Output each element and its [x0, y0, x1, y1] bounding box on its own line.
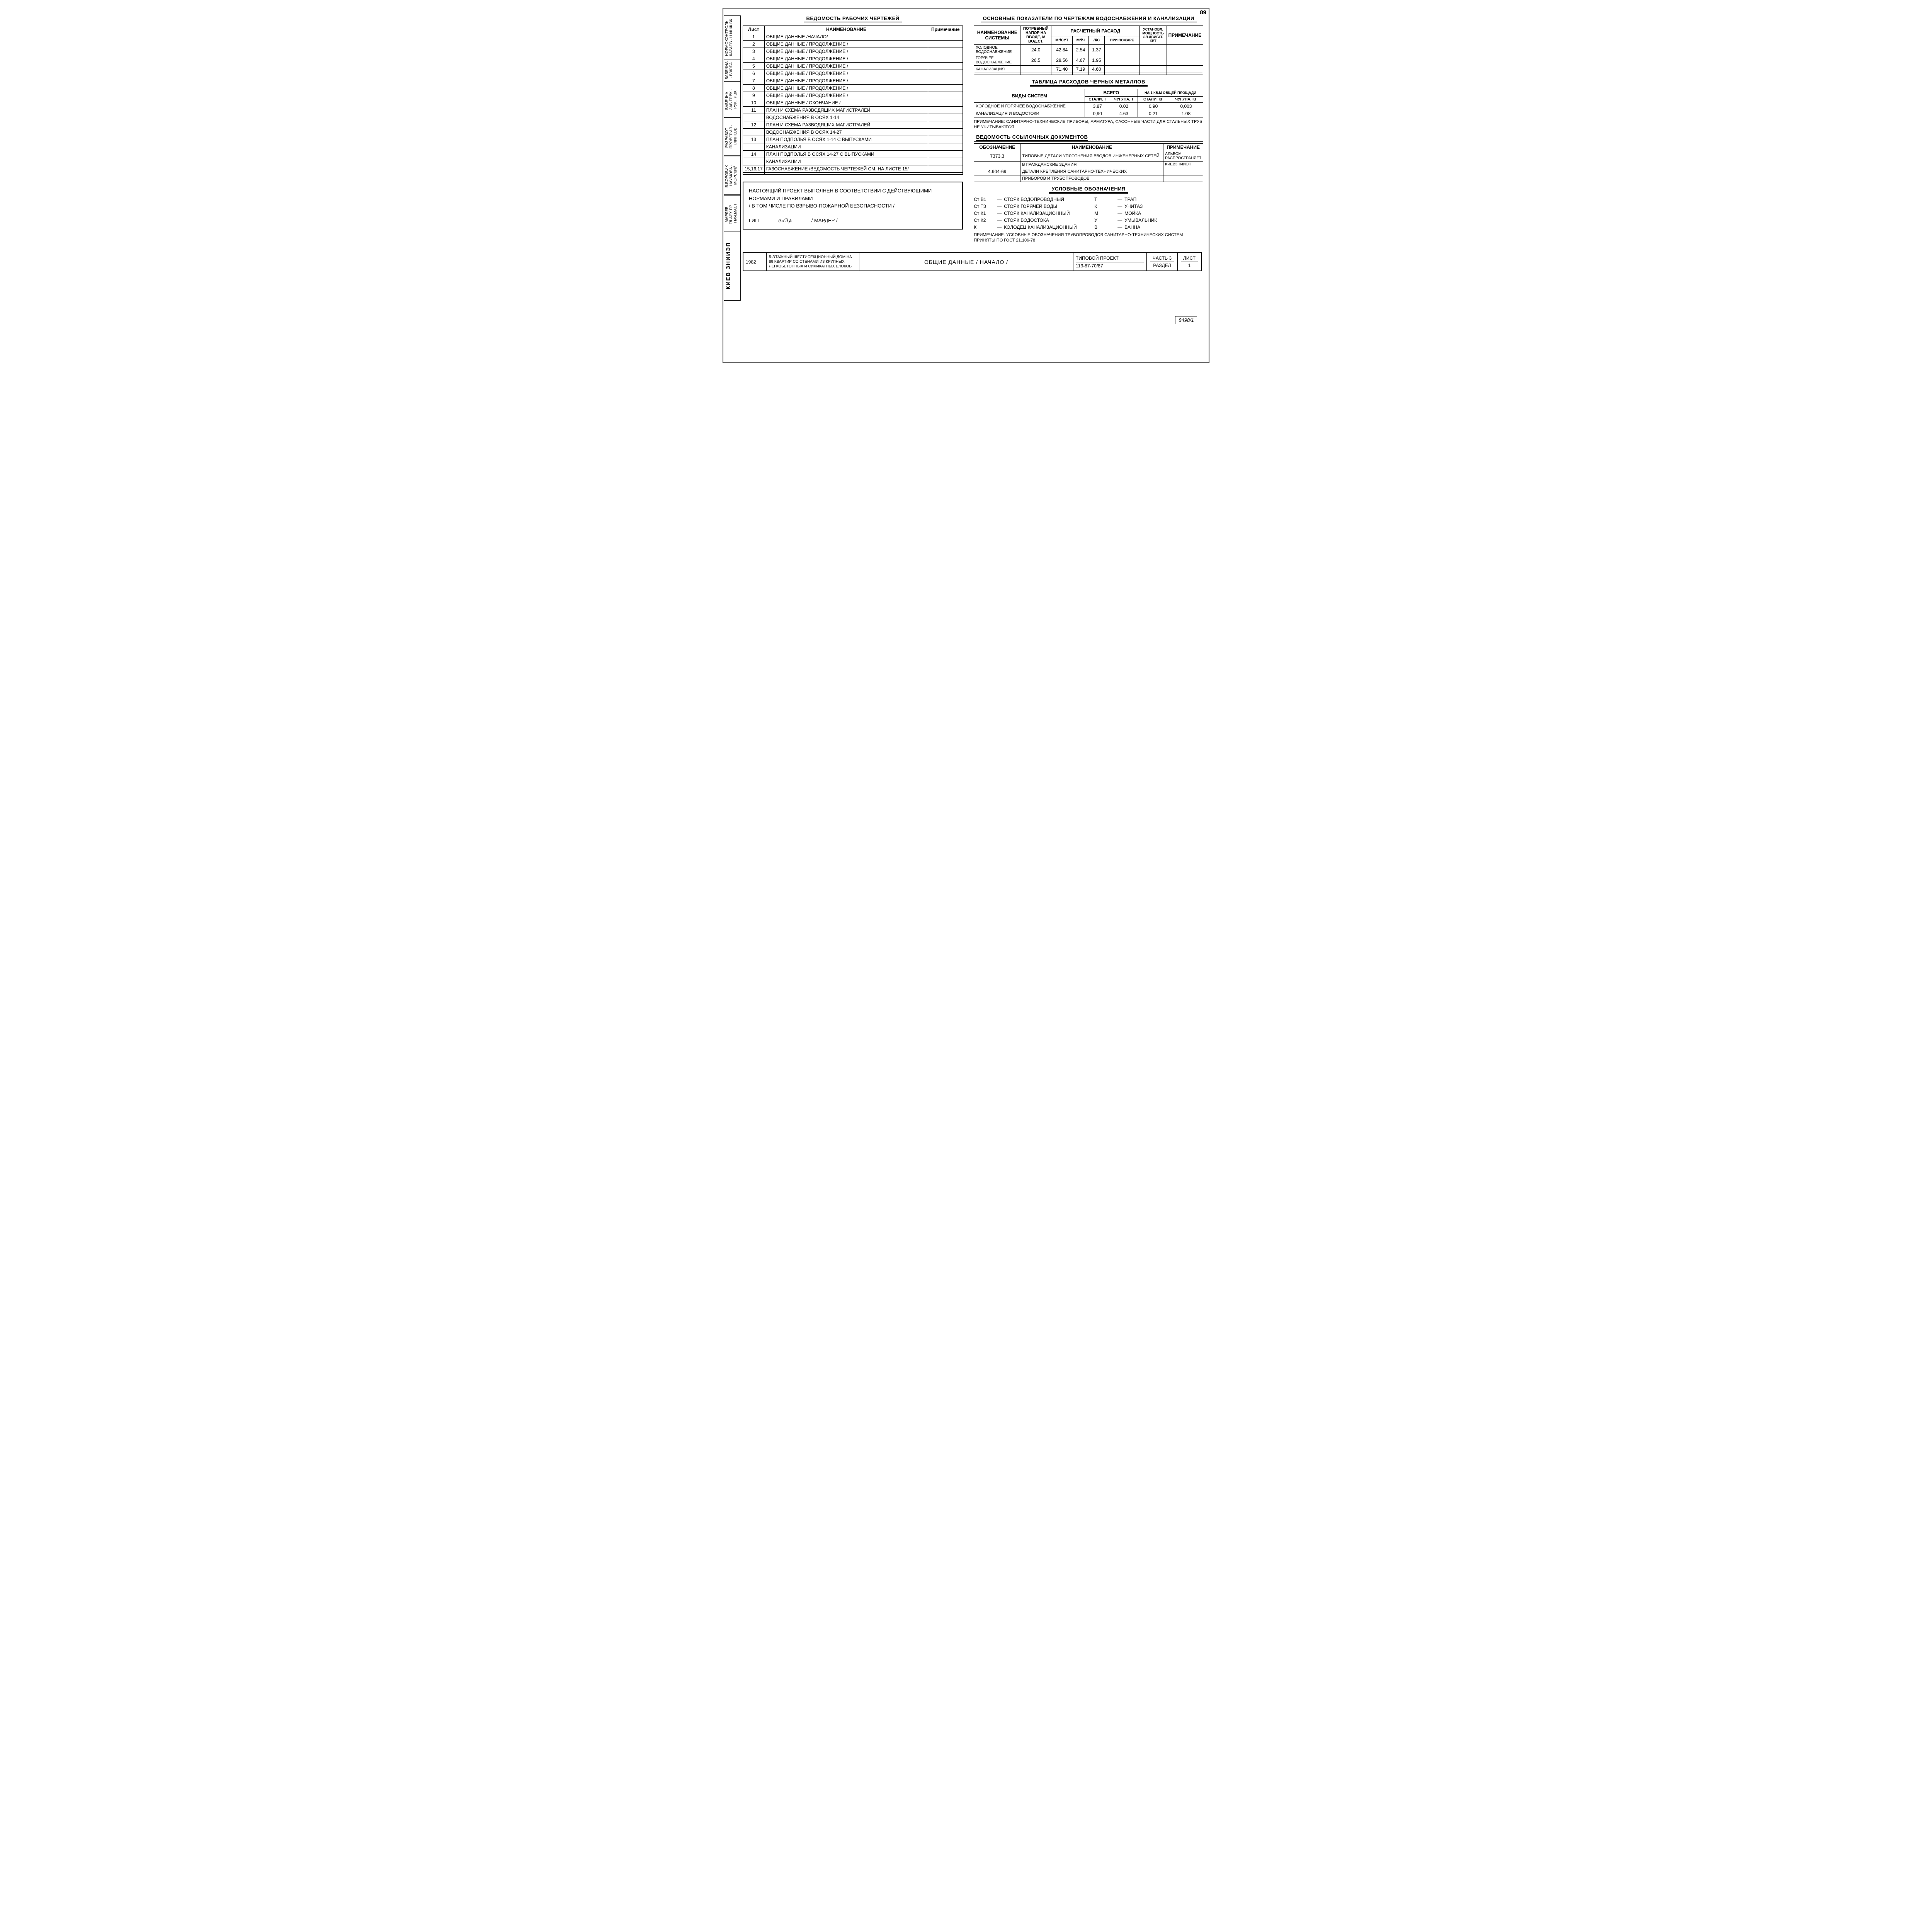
col-name: НАИМЕНОВАНИЕ	[764, 26, 928, 33]
table-row: 1ОБЩИЕ ДАННЫЕ /НАЧАЛО/	[743, 33, 963, 41]
legend-item: В—ВАННА	[1094, 224, 1203, 231]
org-name: КИЕВ ЗНИИЭП	[724, 231, 740, 301]
table-row: ВОДОСНАБЖЕНИЯ В ОСЯХ 1-14	[743, 114, 963, 121]
table-row: КАНАЛИЗАЦИИ	[743, 143, 963, 151]
table-row: 14ПЛАН ПОДПОЛЬЯ В ОСЯХ 14-27 С ВЫПУСКАМИ	[743, 151, 963, 158]
table-row	[974, 73, 1203, 75]
year: 1982	[743, 253, 767, 270]
page-number: 89	[1200, 9, 1206, 16]
col-note: Примечание	[928, 26, 963, 33]
legend-item: Т—ТРАП	[1094, 196, 1203, 203]
sheet-cell: ЛИСТ 1	[1178, 253, 1201, 270]
table-row: ПРИБОРОВ И ТРУБОПРОВОДОВ	[974, 175, 1203, 182]
table-row: 4ОБЩИЕ ДАННЫЕ / ПРОДОЛЖЕНИЕ /	[743, 55, 963, 63]
table-row: 13ПЛАН ПОДПОЛЬЯ В ОСЯХ 1-14 С ВЫПУСКАМИ	[743, 136, 963, 143]
legend-item: Ст В1—СТОЯК ВОДОПРОВОДНЫЙ	[974, 196, 1083, 203]
drawing-sheet: 89 НОРМОКОНТРОЛЬ · КАРАЕВ · Н.ИНЖ.ВК БАБ…	[723, 8, 1209, 363]
legend-note: ПРИМЕЧАНИЕ: УСЛОВНЫЕ ОБОЗНАЧЕНИЯ ТРУБОПР…	[974, 232, 1203, 243]
drawings-list-title: ВЕДОМОСТЬ РАБОЧИХ ЧЕРТЕЖЕЙ	[804, 15, 902, 22]
project-num-cell: ТИПОВОЙ ПРОЕКТ 113-87-70/87	[1073, 253, 1147, 270]
legend: Ст В1—СТОЯК ВОДОПРОВОДНЫЙСт Т3—СТОЯК ГОР…	[974, 196, 1203, 231]
table-row: ХОЛОДНОЕ И ГОРЯЧЕЕ ВОДОСНАБЖЕНИЕ3.870.02…	[974, 103, 1203, 110]
table-row: КАНАЛИЗАЦИЯ И ВОДОСТОКИ0,904.630,211.08	[974, 110, 1203, 117]
indicators-table: НАИМЕНОВАНИЕ СИСТЕМЫ ПОТРЕБНЫЙ НАПОР НА …	[974, 26, 1203, 75]
table-row: 7ОБЩИЕ ДАННЫЕ / ПРОДОЛЖЕНИЕ /	[743, 77, 963, 85]
ref-number: 8498/1	[1175, 316, 1197, 324]
legend-item: М—МОЙКА	[1094, 210, 1203, 217]
legend-item: Ст К2—СТОЯК ВОДОСТОКА	[974, 217, 1083, 224]
sig-label: ГИП	[749, 217, 759, 225]
table-row: 7373.3ТИПОВЫЕ ДЕТАЛИ УПЛОТНЕНИЯ ВВОДОВ И…	[974, 151, 1203, 161]
table-row: ГОРЯЧЕЕ ВОДОСНАБЖЕНИЕ26.528.564.671.95	[974, 55, 1203, 66]
signature-line: ℯ𝓃ℬ𝓅	[766, 217, 804, 222]
table-row: В ГРАЖДАНСКИЕ ЗДАНИЯКИЕВЗНИИЭП	[974, 161, 1203, 168]
table-row: КАНАЛИЗАЦИЯ71.407.194.60	[974, 66, 1203, 73]
legend-item: Ст Т3—СТОЯК ГОРЯЧЕЙ ВОДЫ	[974, 203, 1083, 210]
legend-item: У—УМЫВАЛЬНИК	[1094, 217, 1203, 224]
table-row: 12ПЛАН И СХЕМА РАЗВОДЯЩИХ МАГИСТРАЛЕЙ	[743, 121, 963, 129]
table-row: 3ОБЩИЕ ДАННЫЕ / ПРОДОЛЖЕНИЕ /	[743, 48, 963, 55]
side-stamp: НОРМОКОНТРОЛЬ · КАРАЕВ · Н.ИНЖ.ВК БАБЕЧН…	[724, 15, 741, 301]
sig-role: / МАРДЕР /	[811, 217, 838, 225]
legend-title: УСЛОВНЫЕ ОБОЗНАЧЕНИЯ	[1049, 186, 1128, 193]
legend-item: К—УНИТАЗ	[1094, 203, 1203, 210]
table-row: 4.904-69ДЕТАЛИ КРЕПЛЕНИЯ САНИТАРНО-ТЕХНИ…	[974, 168, 1203, 175]
part-cell: ЧАСТЬ 3 РАЗДЕЛ	[1147, 253, 1178, 270]
legend-item: К—КОЛОДЕЦ КАНАЛИЗАЦИОННЫЙ	[974, 224, 1083, 231]
table-row	[743, 173, 963, 175]
building-desc: 5-ЭТАЖНЫЙ ШЕСТИСЕКЦИОННЫЙ ДОМ НА 89 КВАР…	[767, 253, 859, 270]
legend-item: Ст К1—СТОЯК КАНАЛИЗАЦИОННЫЙ	[974, 210, 1083, 217]
table-row: 2ОБЩИЕ ДАННЫЕ / ПРОДОЛЖЕНИЕ /	[743, 41, 963, 48]
title-block: 1982 5-ЭТАЖНЫЙ ШЕСТИСЕКЦИОННЫЙ ДОМ НА 89…	[743, 252, 1202, 271]
table-row: 5ОБЩИЕ ДАННЫЕ / ПРОДОЛЖЕНИЕ /	[743, 63, 963, 70]
metals-title: ТАБЛИЦА РАСХОДОВ ЧЕРНЫХ МЕТАЛЛОВ	[1030, 79, 1148, 86]
table-row: ВОДОСНАБЖЕНИЯ В ОСЯХ 14-27	[743, 129, 963, 136]
table-row: КАНАЛИЗАЦИИ	[743, 158, 963, 165]
table-row: 9ОБЩИЕ ДАННЫЕ / ПРОДОЛЖЕНИЕ /	[743, 92, 963, 99]
metals-note: ПРИМЕЧАНИЕ: САНИТАРНО-ТЕХНИЧЕСКИЕ ПРИБОР…	[974, 119, 1203, 130]
doc-title: ОБЩИЕ ДАННЫЕ / НАЧАЛО /	[859, 253, 1073, 270]
metals-table: ВИДЫ СИСТЕМ ВСЕГО НА 1 КВ.М ОБЩЕЙ ПЛОЩАД…	[974, 89, 1203, 117]
indicators-title: ОСНОВНЫЕ ПОКАЗАТЕЛИ ПО ЧЕРТЕЖАМ ВОДОСНАБ…	[981, 15, 1197, 22]
table-row: 11ПЛАН И СХЕМА РАЗВОДЯЩИХ МАГИСТРАЛЕЙ	[743, 107, 963, 114]
col-sheet: Лист	[743, 26, 765, 33]
compliance-text2: / В ТОМ ЧИСЛЕ ПО ВЗРЫВО-ПОЖАРНОЙ БЕЗОПАС…	[749, 202, 957, 210]
table-row: ХОЛОДНОЕ ВОДОСНАБЖЕНИЕ24.042,842.541.37	[974, 45, 1203, 55]
table-row: 8ОБЩИЕ ДАННЫЕ / ПРОДОЛЖЕНИЕ /	[743, 85, 963, 92]
compliance-text1: НАСТОЯЩИЙ ПРОЕКТ ВЫПОЛНЕН В СООТВЕТСТВИИ…	[749, 187, 957, 202]
table-row: 6ОБЩИЕ ДАННЫЕ / ПРОДОЛЖЕНИЕ /	[743, 70, 963, 77]
table-row: 15,16,17ГАЗОСНАБЖЕНИЕ /ВЕДОМОСТЬ ЧЕРТЕЖЕ…	[743, 165, 963, 173]
compliance-note: НАСТОЯЩИЙ ПРОЕКТ ВЫПОЛНЕН В СООТВЕТСТВИИ…	[743, 182, 963, 230]
drawings-list-table: Лист НАИМЕНОВАНИЕ Примечание 1ОБЩИЕ ДАНН…	[743, 26, 963, 175]
table-row: 10ОБЩИЕ ДАННЫЕ / ОКОНЧАНИЕ /	[743, 99, 963, 107]
refs-table: ОБОЗНАЧЕНИЕ НАИМЕНОВАНИЕ ПРИМЕЧАНИЕ 7373…	[974, 143, 1203, 182]
refs-title: ВЕДОМОСТЬ ССЫЛОЧНЫХ ДОКУМЕНТОВ	[974, 134, 1203, 140]
